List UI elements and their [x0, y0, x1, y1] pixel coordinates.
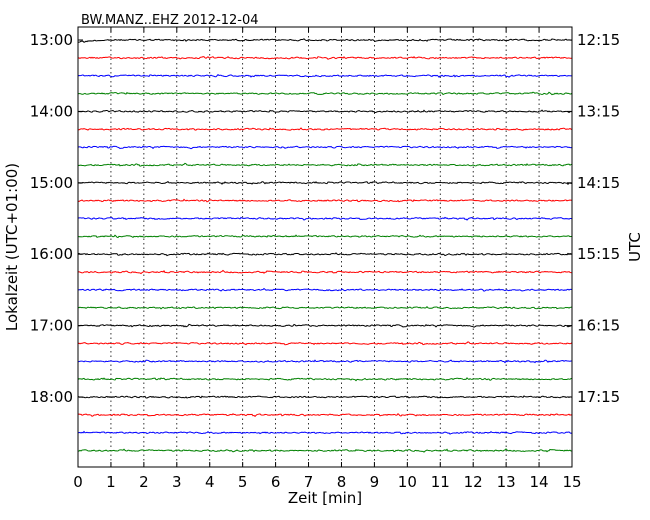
trace-line: [77, 252, 573, 257]
y-tick-label-left: 15:00: [30, 174, 73, 192]
x-tick-label: 1: [106, 473, 116, 491]
trace-line: [77, 234, 573, 239]
x-tick-label: 2: [139, 473, 149, 491]
trace-line: [77, 38, 573, 43]
x-tick-label: 14: [530, 473, 549, 491]
vertical-grid: [110, 27, 540, 467]
y-tick-label-left: 13:00: [30, 31, 73, 49]
x-tick-label: 15: [562, 473, 581, 491]
trace-line: [77, 56, 573, 60]
trace-line: [77, 162, 573, 167]
trace-line: [77, 359, 573, 364]
y-tick-label-left: 17:00: [30, 317, 73, 335]
x-tick-label: 6: [271, 473, 281, 491]
plot-frame: [77, 26, 573, 468]
x-tick-label: 12: [464, 473, 483, 491]
trace-line: [77, 287, 573, 292]
x-tick-label: 11: [431, 473, 450, 491]
trace-line: [77, 341, 573, 346]
chart-title: BW.MANZ..EHZ 2012-12-04: [81, 13, 259, 28]
y-tick-label-right: 14:15: [577, 174, 620, 192]
y-tick-label-right: 16:15: [577, 317, 620, 335]
trace-line: [77, 413, 573, 418]
x-tick-label: 5: [238, 473, 248, 491]
trace-line: [77, 430, 573, 435]
y-tick-label-left: 16:00: [30, 245, 73, 263]
x-tick-label: 0: [73, 473, 83, 491]
x-tick-label: 10: [398, 473, 417, 491]
y-tick-label-left: 14:00: [30, 102, 73, 120]
y-axis-label-left: Lokalzeit (UTC+01:00): [3, 163, 21, 331]
trace-line: [77, 305, 573, 310]
trace-line: [77, 377, 573, 382]
trace-line: [77, 395, 573, 399]
trace-line: [77, 269, 573, 275]
y-tick-label-right: 13:15: [577, 102, 620, 120]
y-axis-label-right: UTC: [626, 232, 644, 262]
trace-line: [77, 198, 573, 203]
x-axis-ticks: 0 1 2 3 4 5 6 7 8 9 10 11 12 13 14 15: [73, 27, 582, 491]
y-tick-label-left: 18:00: [30, 388, 73, 406]
x-tick-label: 7: [304, 473, 314, 491]
y-tick-label-right: 12:15: [577, 31, 620, 49]
trace-line: [77, 91, 573, 96]
x-axis-label: Zeit [min]: [288, 489, 362, 507]
trace-line: [77, 448, 573, 453]
x-tick-label: 3: [172, 473, 182, 491]
trace-line: [77, 181, 573, 185]
trace-line: [77, 145, 573, 150]
y-tick-label-right: 15:15: [577, 245, 620, 263]
trace-line: [77, 323, 573, 328]
y-tick-label-right: 17:15: [577, 388, 620, 406]
x-tick-label: 9: [370, 473, 380, 491]
x-tick-label: 8: [337, 473, 347, 491]
trace-line: [77, 127, 573, 131]
x-tick-label: 4: [205, 473, 215, 491]
y-axis-ticks: 13:00 12:15 14:00 13:15 15:00 14:15 16:00 15:15…: [30, 31, 620, 406]
trace-line: [77, 109, 573, 114]
seismic-traces: [77, 38, 573, 453]
trace-line: [77, 216, 573, 221]
x-tick-label: 13: [497, 473, 516, 491]
trace-line: [77, 73, 573, 78]
